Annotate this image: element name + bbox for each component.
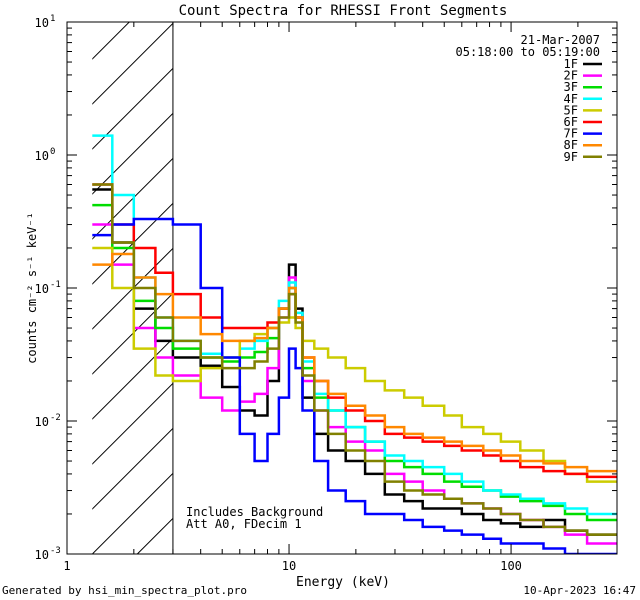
chart-title: Count Spectra for RHESSI Front Segments [179,3,508,19]
date-label: 21-Mar-2007 [521,33,600,47]
hatch-line [632,22,640,554]
series-3F [92,203,617,522]
legend-label: 3F [564,80,578,94]
y-tick-label: 10 [35,415,49,429]
series-8F [92,252,617,473]
legend-label: 4F [564,92,578,106]
hatch-line [92,22,130,60]
footer-timestamp: 10-Apr-2023 16:47 [523,584,636,597]
series-7F [92,217,617,554]
x-axis-ticks: 1 10 100 [63,22,618,573]
y-tick-label: 10 [35,149,49,163]
legend-label: 1F [564,57,578,71]
y-tick-label: 10 [35,16,49,30]
series-6F [92,183,617,479]
y-tick-exponent: 1 [50,14,55,24]
x-axis-label: Energy (keV) [296,575,390,590]
legend-label: 7F [564,127,578,141]
series-1F [92,188,617,536]
x-tick-label: 1 [63,559,70,573]
legend-label: 9F [564,150,578,164]
x-tick-label: 10 [282,559,296,573]
hatch-line [92,67,173,150]
time-range-label: 05:18:00 to 05:19:00 [456,45,601,59]
hatch-line [542,22,640,554]
y-tick-exponent: -3 [50,546,61,556]
series-layer [92,134,617,554]
y-tick-label: 10 [35,548,49,562]
x-tick-label: 100 [500,559,522,573]
legend-label: 2F [564,69,578,83]
series-5F [92,246,617,483]
y-axis-label: counts cm⁻² s⁻¹ keV⁻¹ [25,212,39,364]
attenuator-note: Att A0, FDecim 1 [186,517,302,531]
series-4F [92,134,617,516]
series-9F [92,183,617,536]
hatch-line [92,427,173,510]
background-hatched-region [92,22,640,554]
y-tick-exponent: -1 [50,280,61,290]
generated-by-label: Generated by hsi_min_spectra_plot.pro [2,584,247,597]
y-tick-exponent: 0 [50,147,55,157]
legend-label: 8F [564,138,578,152]
y-tick-exponent: -2 [50,413,61,423]
legend-label: 6F [564,115,578,129]
background-note: Includes Background [186,505,323,519]
y-tick-label: 10 [35,282,49,296]
legend-label: 5F [564,103,578,117]
